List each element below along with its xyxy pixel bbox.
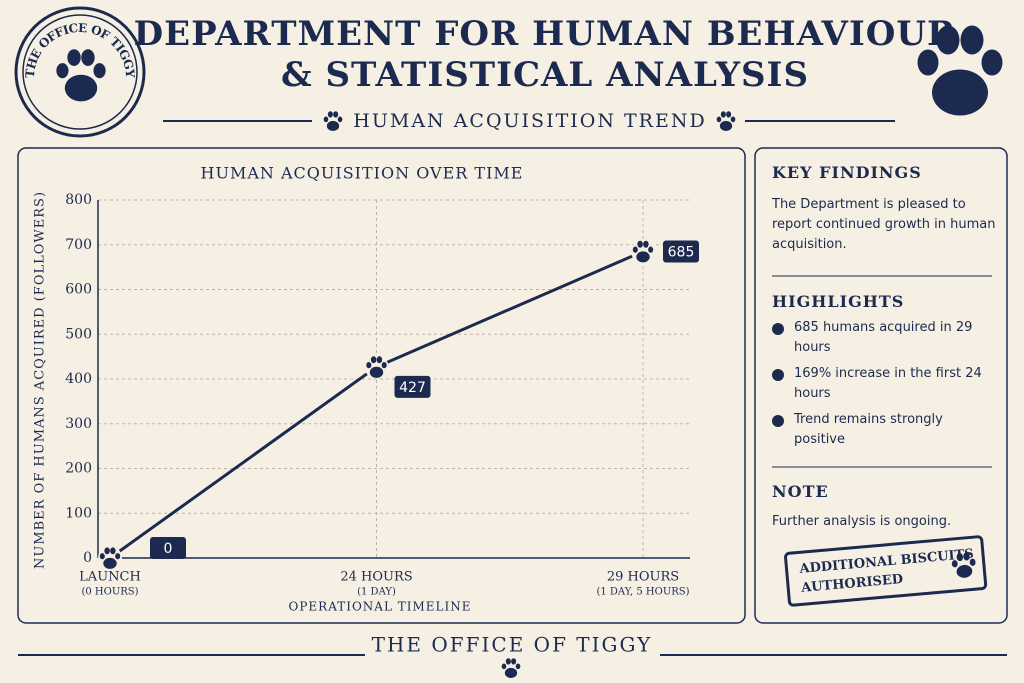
x-tick-label: LAUNCH	[79, 570, 141, 585]
x-tick-sublabel: (0 HOURS)	[81, 587, 138, 598]
note: NOTE Further analysis is ongoing.	[772, 482, 997, 532]
highlight-item: 169% increase in the first 24 hours	[772, 364, 997, 404]
paw-icon	[323, 111, 343, 132]
section-title: HIGHLIGHTS	[772, 292, 997, 312]
y-tick-label: 500	[65, 326, 92, 342]
stamp-text: THE OFFICE OF TIGGY	[22, 20, 137, 79]
section-title: NOTE	[772, 482, 997, 502]
key-findings: KEY FINDINGS The Department is pleased t…	[772, 163, 997, 255]
highlight-item: 685 humans acquired in 29 hours	[772, 318, 997, 358]
highlight-item: Trend remains strongly positive	[772, 410, 997, 450]
paragraph: Further analysis is ongoing.	[772, 514, 952, 529]
y-tick-label: 400	[65, 371, 92, 387]
footer-paw	[501, 658, 521, 679]
stamp-paw	[56, 49, 106, 102]
x-tick-sublabel: (1 DAY)	[357, 587, 396, 598]
y-axis-label: NUMBER OF HUMANS ACQUIRED (FOLLOWERS)	[33, 191, 48, 569]
paragraph: The Department is pleased to report cont…	[772, 197, 996, 252]
value-label: 685	[668, 244, 695, 260]
y-tick-label: 100	[65, 505, 92, 521]
value-label: 0	[164, 541, 173, 557]
stamp-ring	[14, 6, 146, 138]
value-label: 427	[399, 380, 426, 396]
chart-panel	[17, 147, 746, 624]
stamp-border	[784, 535, 988, 607]
value-label-box	[150, 537, 186, 559]
section-title-text: HIGHLIGHTS	[772, 292, 905, 311]
title-line: DEPARTMENT FOR HUMAN BEHAVIOUR	[134, 14, 957, 54]
y-tick-label: 0	[83, 550, 92, 566]
x-tick-label: 29 HOURS	[607, 570, 679, 585]
side-panel	[754, 147, 1008, 624]
value-label-box	[394, 375, 431, 398]
x-tick-label: 24 HOURS	[340, 570, 412, 585]
chart-title: HUMAN ACQUISITION OVER TIME	[201, 164, 524, 183]
footer-title: THE OFFICE OF TIGGY	[372, 633, 653, 657]
title-line: & STATISTICAL ANALYSIS	[281, 55, 809, 95]
y-tick-label: 700	[65, 237, 92, 253]
y-tick-label: 300	[65, 416, 92, 432]
highlights: HIGHLIGHTS 685 humans acquired in 29 hou…	[772, 292, 997, 456]
subtitle: HUMAN ACQUISITION TREND	[353, 110, 706, 132]
section-title-text: NOTE	[772, 482, 829, 501]
biscuit-stamp: ADDITIONAL BISCUITS AUTHORISED	[784, 535, 988, 607]
section-title: KEY FINDINGS	[772, 163, 997, 183]
section-title-text: KEY FINDINGS	[772, 163, 922, 182]
y-tick-label: 200	[65, 461, 92, 477]
highlight-list: 685 humans acquired in 29 hours 169% inc…	[772, 318, 997, 450]
y-tick-label: 800	[65, 192, 92, 208]
plot: 0 100 200 300 400 500 600 700 800 LAUNCH (0 HOURS)…	[65, 192, 699, 598]
value-label-box	[663, 240, 699, 263]
paw-icon	[716, 111, 736, 132]
y-tick-label: 600	[65, 282, 92, 298]
x-axis-label: OPERATIONAL TIMELINE	[288, 600, 471, 614]
stamp-ring	[22, 14, 138, 130]
x-tick-sublabel: (1 DAY, 5 HOURS)	[596, 587, 689, 598]
